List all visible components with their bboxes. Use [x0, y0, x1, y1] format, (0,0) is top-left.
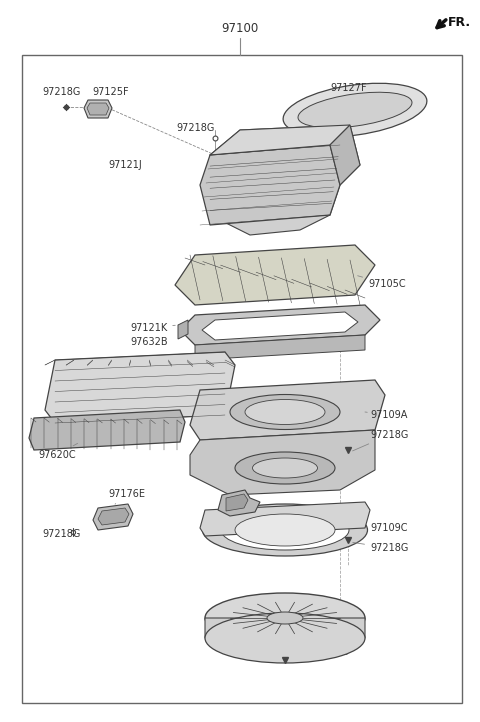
Polygon shape	[195, 335, 365, 360]
Text: 97105C: 97105C	[358, 276, 406, 289]
Ellipse shape	[205, 613, 365, 663]
Ellipse shape	[205, 593, 365, 643]
Polygon shape	[87, 103, 109, 115]
Polygon shape	[180, 305, 380, 345]
Ellipse shape	[235, 452, 335, 484]
Polygon shape	[178, 320, 188, 339]
Polygon shape	[29, 410, 185, 450]
Text: FR.: FR.	[448, 15, 471, 28]
Ellipse shape	[221, 510, 349, 550]
Polygon shape	[205, 618, 365, 648]
Text: 97218G: 97218G	[42, 529, 80, 539]
Text: 97100: 97100	[221, 22, 259, 35]
Polygon shape	[190, 380, 385, 440]
Ellipse shape	[245, 399, 325, 425]
Polygon shape	[210, 125, 360, 235]
Text: 97218G: 97218G	[353, 542, 408, 553]
Text: 97130: 97130	[300, 632, 341, 643]
Polygon shape	[190, 430, 375, 495]
Ellipse shape	[235, 514, 335, 546]
Text: 97176E: 97176E	[108, 489, 145, 504]
Ellipse shape	[252, 458, 317, 478]
Polygon shape	[330, 125, 360, 185]
Text: 97218G: 97218G	[352, 430, 408, 451]
Ellipse shape	[267, 612, 303, 624]
Polygon shape	[84, 100, 112, 118]
Text: 97620C: 97620C	[38, 443, 78, 460]
Text: 97218G: 97218G	[176, 123, 215, 133]
Polygon shape	[175, 245, 375, 305]
Polygon shape	[200, 145, 340, 225]
Text: 97632B: 97632B	[130, 337, 168, 347]
Text: 97218G: 97218G	[298, 647, 348, 657]
Polygon shape	[200, 502, 370, 536]
Bar	[22, 55, 462, 703]
Text: 97109A: 97109A	[365, 410, 408, 420]
Text: 97109C: 97109C	[362, 522, 408, 533]
Polygon shape	[93, 504, 133, 530]
Text: 97127F: 97127F	[330, 83, 367, 93]
Polygon shape	[202, 312, 358, 340]
Text: 97218G: 97218G	[42, 87, 80, 97]
Polygon shape	[226, 494, 248, 511]
Ellipse shape	[203, 504, 368, 556]
Ellipse shape	[298, 92, 412, 128]
Text: 97121J: 97121J	[108, 160, 142, 170]
Ellipse shape	[283, 83, 427, 136]
Polygon shape	[218, 490, 260, 516]
Text: 97125F: 97125F	[92, 87, 129, 97]
Polygon shape	[210, 125, 350, 155]
Polygon shape	[98, 508, 129, 525]
Polygon shape	[45, 352, 235, 423]
Text: 97121K: 97121K	[130, 323, 175, 333]
Ellipse shape	[230, 394, 340, 430]
